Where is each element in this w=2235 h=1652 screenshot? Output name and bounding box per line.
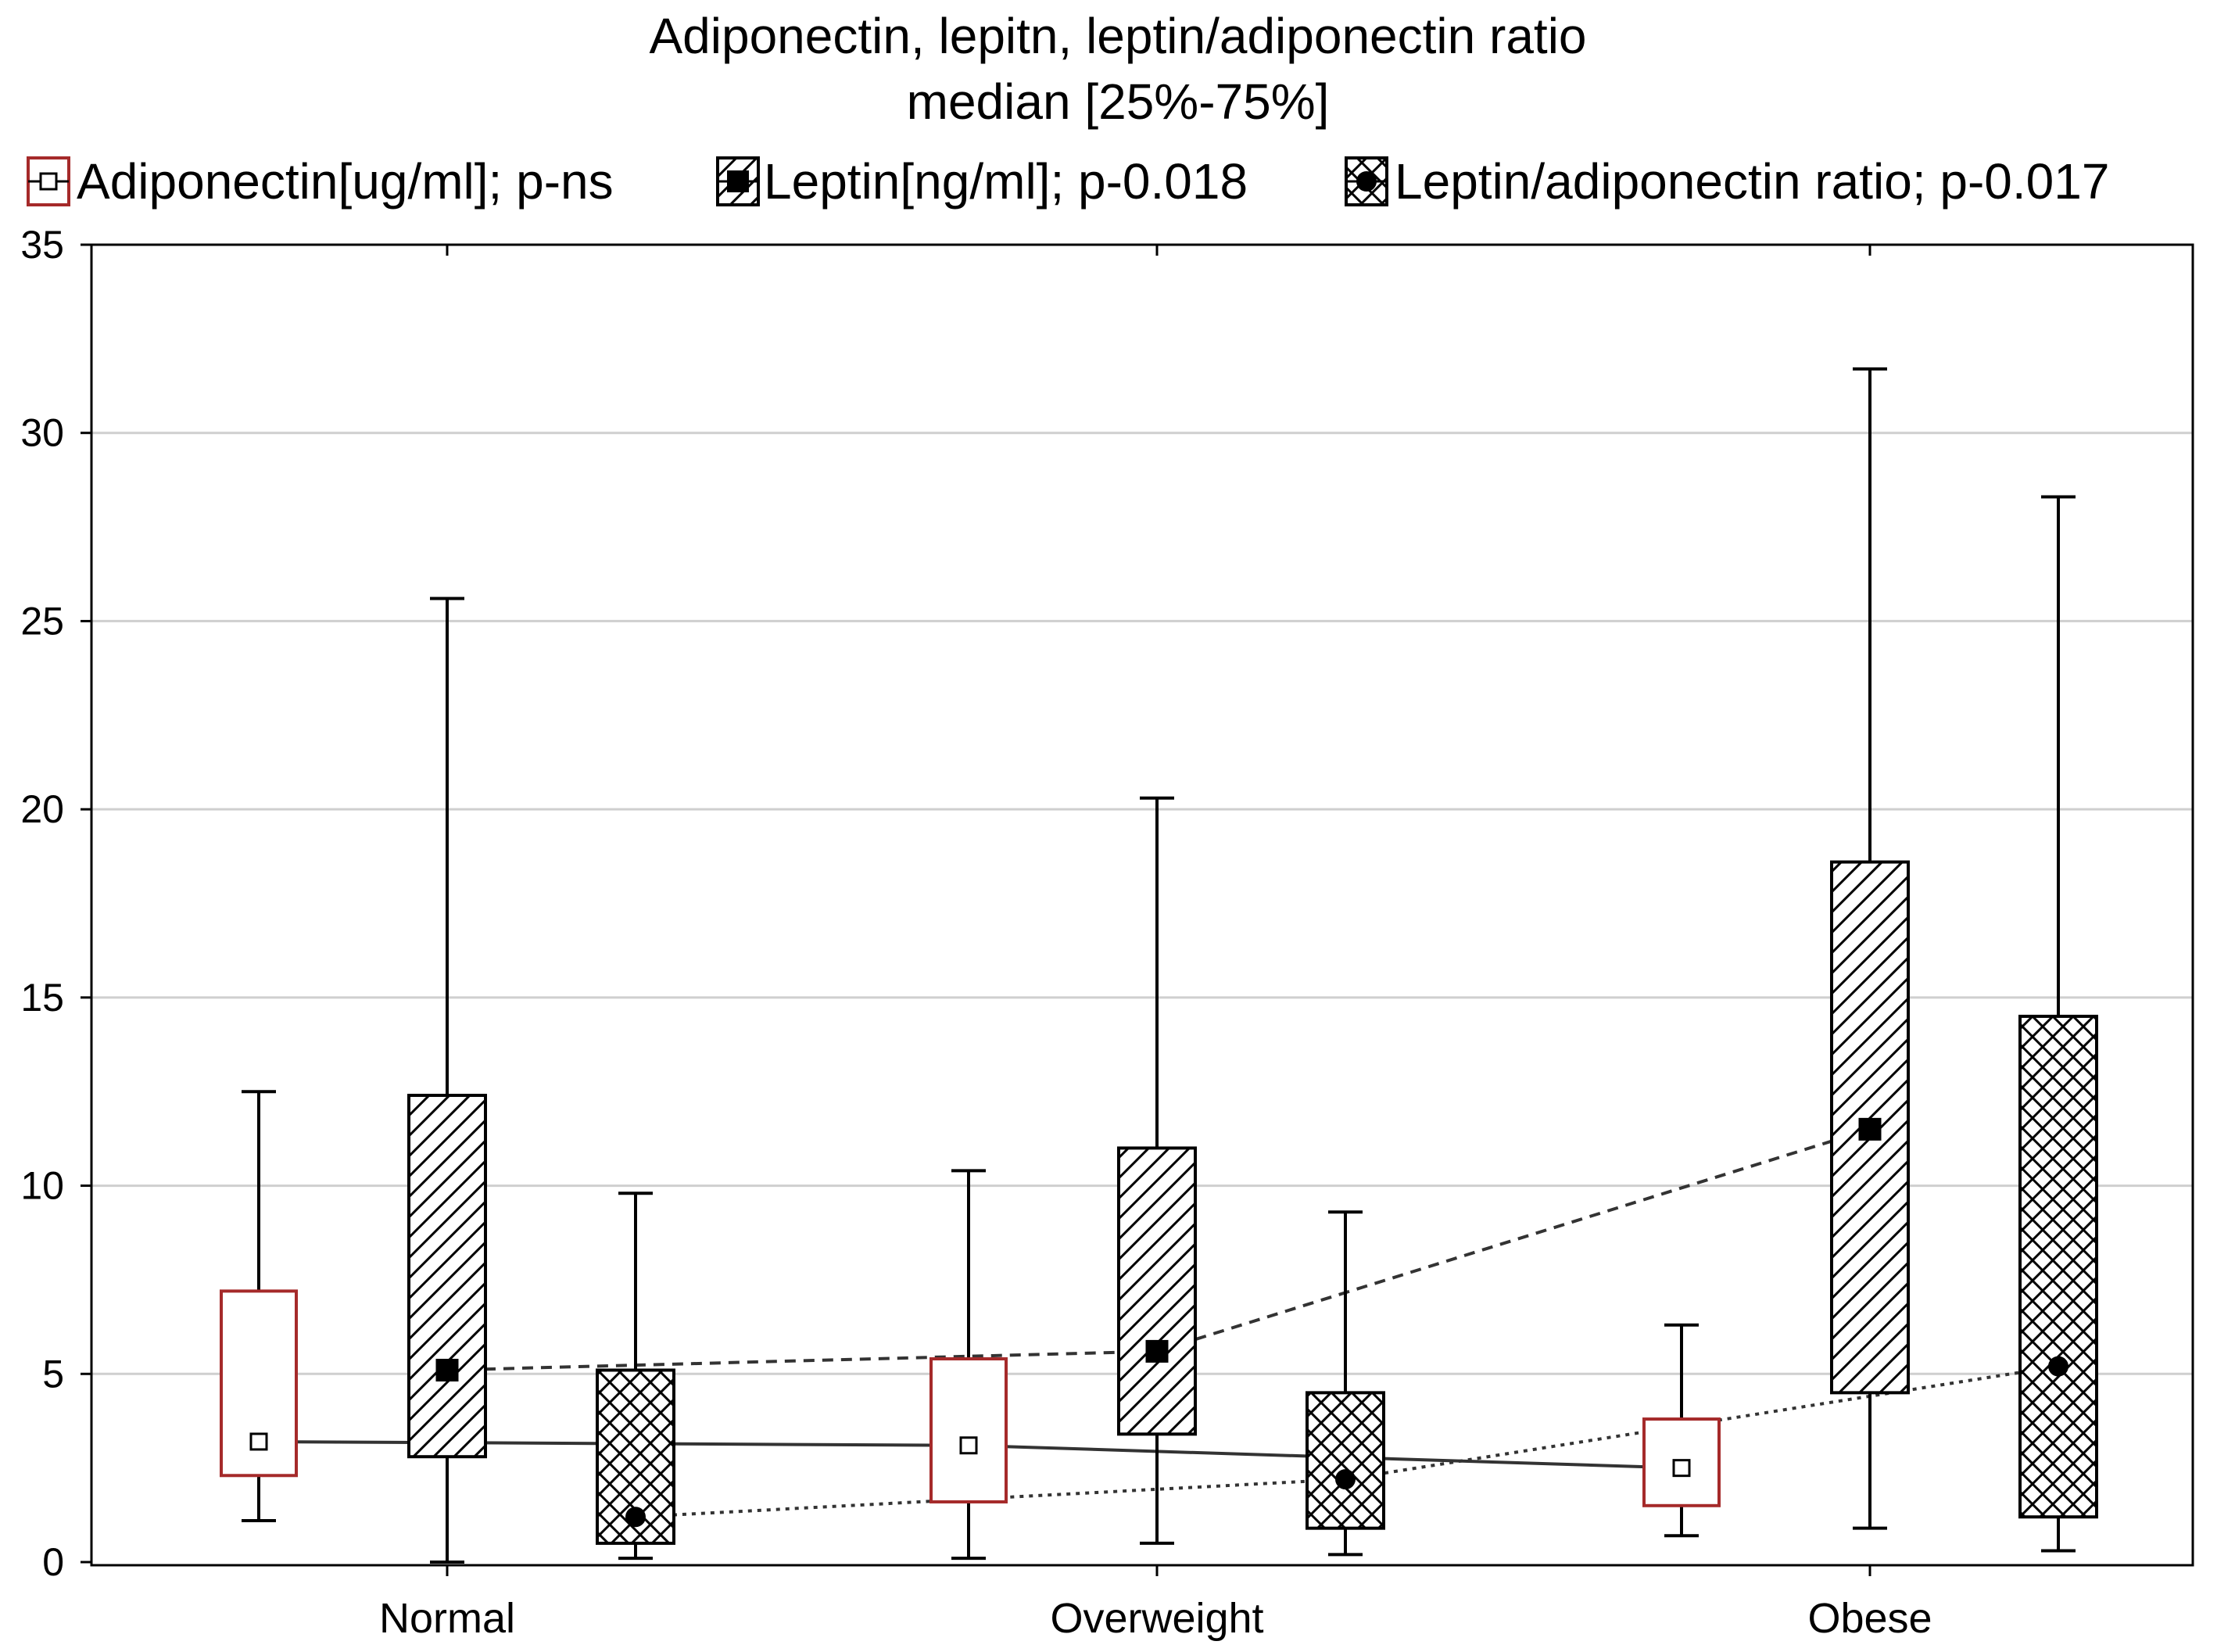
ratio-iqr-box bbox=[1306, 1391, 1385, 1530]
y-tick-label: 20 bbox=[20, 787, 64, 831]
x-category-label: Obese bbox=[1807, 1595, 1932, 1642]
adiponectin-box-normal bbox=[220, 1090, 298, 1523]
adiponectin-box-overweight bbox=[929, 1169, 1008, 1561]
median-markers bbox=[249, 1117, 2068, 1528]
ratio-median-marker bbox=[625, 1507, 646, 1528]
leptin-median-trend-line bbox=[446, 1127, 1871, 1372]
box-plots bbox=[220, 367, 2098, 1564]
ratio-box-normal bbox=[596, 1192, 675, 1561]
leptin-iqr-box bbox=[407, 1094, 487, 1459]
x-category-label: Normal bbox=[379, 1595, 515, 1642]
ratio-legend-label: Leptin/adiponectin ratio; p-0.017 bbox=[1395, 153, 2109, 210]
y-tick-label: 25 bbox=[20, 599, 64, 643]
chart-legend: Adiponectin[ug/ml]; p-ns Leptin[ng/ml]; p… bbox=[27, 153, 2109, 210]
leptin-legend-marker bbox=[727, 170, 749, 192]
y-tick-label: 0 bbox=[42, 1540, 64, 1584]
leptin-legend-label: Leptin[ng/ml]; p-0.018 bbox=[764, 153, 1248, 210]
ratio-box-overweight bbox=[1306, 1210, 1385, 1557]
y-tick-label: 5 bbox=[42, 1352, 64, 1396]
leptin-median-marker bbox=[1858, 1117, 1882, 1141]
ratio-legend-item: Leptin/adiponectin ratio; p-0.017 bbox=[1345, 153, 2109, 210]
plot-frame bbox=[90, 243, 2194, 1567]
leptin-box-normal bbox=[407, 597, 487, 1564]
adiponectin-median-marker bbox=[1672, 1459, 1691, 1478]
ratio-box-obese bbox=[2018, 495, 2098, 1553]
x-category-label: Overweight bbox=[1050, 1595, 1263, 1642]
ratio-legend-marker bbox=[1356, 171, 1377, 192]
y-axis: 0 5 10 15 20 25 30 35 bbox=[20, 223, 91, 1584]
leptin-iqr-box bbox=[1117, 1146, 1197, 1436]
ratio-iqr-box bbox=[2018, 1014, 2098, 1519]
y-tick-label: 30 bbox=[20, 411, 64, 455]
adiponectin-box-obese bbox=[1642, 1323, 1721, 1538]
leptin-box-overweight bbox=[1117, 796, 1197, 1545]
y-tick-label: 15 bbox=[20, 976, 64, 1020]
adiponectin-legend-label: Adiponectin[ug/ml]; p-ns bbox=[77, 153, 614, 210]
adiponectin-iqr-box bbox=[929, 1357, 1008, 1503]
adiponectin-legend-marker bbox=[39, 172, 58, 191]
ratio-median-marker bbox=[1335, 1469, 1356, 1490]
chart-title: Adiponectin, lepitn, leptin/adiponectin … bbox=[649, 8, 1586, 64]
leptin-median-marker bbox=[435, 1358, 459, 1381]
adiponectin-median-marker bbox=[249, 1432, 268, 1451]
ratio-median-marker bbox=[2048, 1356, 2068, 1377]
ratio-median-trend-line bbox=[635, 1364, 2059, 1519]
leptin-median-marker bbox=[1145, 1339, 1169, 1363]
adiponectin-median-marker bbox=[959, 1436, 978, 1455]
y-tick-label: 10 bbox=[20, 1164, 64, 1208]
leptin-box-obese bbox=[1830, 367, 1910, 1530]
chart-subtitle: median [25%-75%] bbox=[907, 73, 1330, 130]
x-axis-categories: Normal Overweight Obese bbox=[379, 245, 1932, 1642]
leptin-legend-item: Leptin[ng/ml]; p-0.018 bbox=[716, 153, 1248, 210]
adiponectin-legend-item: Adiponectin[ug/ml]; p-ns bbox=[27, 153, 614, 210]
y-tick-label: 35 bbox=[20, 223, 64, 267]
